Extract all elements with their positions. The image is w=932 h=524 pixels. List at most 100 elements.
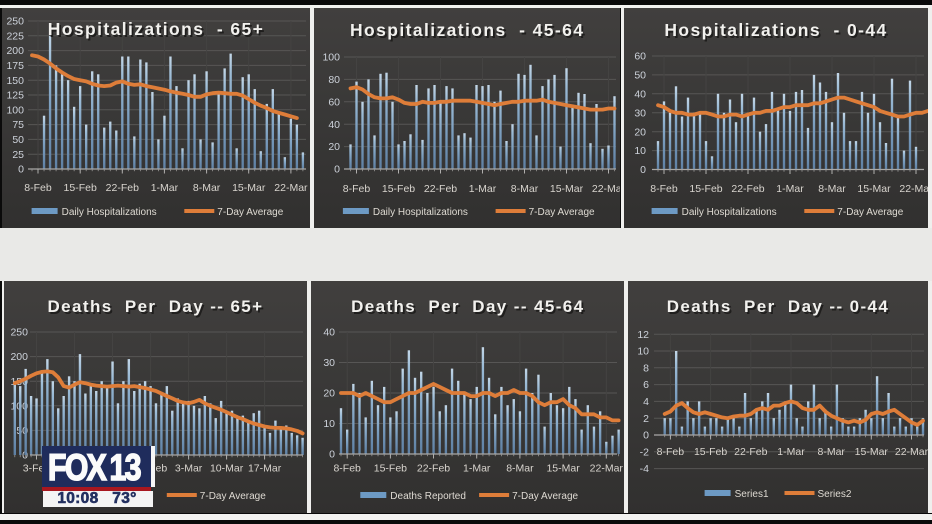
svg-text:40: 40 (328, 119, 340, 131)
svg-text:10-Mar: 10-Mar (209, 463, 243, 475)
svg-text:100: 100 (6, 104, 24, 116)
svg-text:50: 50 (634, 70, 646, 82)
svg-text:8-Mar: 8-Mar (817, 446, 845, 458)
svg-text:125: 125 (6, 90, 24, 102)
svg-text:8-Feb: 8-Feb (333, 463, 361, 475)
svg-text:80: 80 (328, 74, 340, 86)
svg-text:22-Feb: 22-Feb (734, 446, 767, 458)
svg-text:-2: -2 (639, 446, 648, 458)
svg-text:0: 0 (329, 449, 335, 461)
svg-text:3-Mar: 3-Mar (174, 463, 202, 475)
svg-text:-4: -4 (639, 463, 648, 475)
svg-text:60: 60 (634, 51, 646, 63)
svg-text:Series1: Series1 (734, 489, 768, 500)
svg-text:Deaths Per Day -- 45-64: Deaths Per Day -- 45-64 (351, 297, 584, 316)
svg-text:15-Mar: 15-Mar (549, 183, 583, 195)
svg-text:Deaths Per Day -- 0-44: Deaths Per Day -- 0-44 (666, 297, 889, 316)
svg-text:15-Mar: 15-Mar (232, 182, 266, 194)
svg-text:150: 150 (6, 75, 24, 87)
svg-text:30: 30 (323, 357, 335, 369)
svg-text:0: 0 (18, 164, 24, 176)
svg-text:7-Day Average: 7-Day Average (512, 491, 578, 502)
svg-text:100: 100 (322, 52, 340, 64)
svg-text:225: 225 (6, 30, 24, 42)
svg-text:17-Mar: 17-Mar (247, 463, 281, 475)
svg-text:8-Feb: 8-Feb (656, 446, 684, 458)
svg-text:10: 10 (323, 418, 335, 430)
svg-text:7-Day Average: 7-Day Average (217, 207, 283, 218)
svg-text:15-Mar: 15-Mar (857, 183, 891, 195)
svg-text:8: 8 (643, 362, 649, 374)
svg-text:8-Mar: 8-Mar (510, 183, 538, 195)
svg-text:Daily Hospitalizations: Daily Hospitalizations (62, 207, 157, 218)
svg-text:8-Feb: 8-Feb (24, 182, 52, 194)
svg-text:2: 2 (643, 413, 649, 425)
svg-text:10: 10 (637, 346, 649, 358)
svg-text:15-Mar: 15-Mar (854, 446, 888, 458)
svg-text:8-Mar: 8-Mar (193, 182, 221, 194)
svg-text:20: 20 (323, 388, 335, 400)
svg-text:22-Mar: 22-Mar (589, 463, 623, 475)
svg-text:7-Day Average: 7-Day Average (837, 207, 903, 218)
svg-text:200: 200 (6, 45, 24, 57)
svg-text:25: 25 (12, 149, 24, 161)
svg-text:Daily Hospitalizations: Daily Hospitalizations (372, 207, 467, 218)
svg-text:75: 75 (12, 119, 24, 131)
svg-text:8-Feb: 8-Feb (650, 183, 678, 195)
svg-text:1-Mar: 1-Mar (151, 182, 179, 194)
svg-text:50: 50 (16, 425, 28, 437)
svg-text:0: 0 (643, 430, 649, 442)
svg-text:1-Mar: 1-Mar (776, 183, 804, 195)
svg-text:Deaths Per Day -- 65+: Deaths Per Day -- 65+ (47, 297, 263, 316)
svg-text:Hospitalizations - 45-64: Hospitalizations - 45-64 (351, 22, 585, 42)
svg-text:1-Mar: 1-Mar (462, 463, 490, 475)
svg-text:Deaths Per Day -- 45-64: Deaths Per Day -- 45-64 (352, 299, 585, 318)
svg-text:175: 175 (6, 60, 24, 72)
svg-text:Hospitalizations - 0-44: Hospitalizations - 0-44 (666, 22, 889, 42)
svg-text:50: 50 (12, 134, 24, 146)
svg-text:1-Mar: 1-Mar (777, 446, 805, 458)
svg-text:7-Day Average: 7-Day Average (199, 491, 265, 502)
svg-text:6: 6 (643, 379, 649, 391)
svg-text:250: 250 (10, 327, 28, 339)
svg-text:22-Mar: 22-Mar (899, 183, 928, 195)
svg-text:8-Feb: 8-Feb (342, 183, 370, 195)
svg-text:0: 0 (640, 164, 646, 176)
svg-text:22-Mar: 22-Mar (894, 446, 927, 458)
svg-text:30: 30 (634, 107, 646, 119)
svg-text:40: 40 (634, 88, 646, 100)
svg-text:15-Feb: 15-Feb (689, 183, 722, 195)
svg-text:22-Feb: 22-Feb (423, 183, 456, 195)
svg-text:22-Feb: 22-Feb (731, 183, 764, 195)
svg-text:Series2: Series2 (817, 489, 851, 500)
svg-text:22-Mar: 22-Mar (274, 182, 308, 194)
svg-text:4: 4 (643, 396, 649, 408)
svg-text:20: 20 (328, 141, 340, 153)
svg-text:8-Mar: 8-Mar (506, 463, 534, 475)
svg-text:15-Feb: 15-Feb (373, 463, 406, 475)
svg-text:22-Feb: 22-Feb (416, 463, 449, 475)
svg-text:8-Mar: 8-Mar (818, 183, 846, 195)
svg-text:Hospitalizations - 0-44: Hospitalizations - 0-44 (664, 20, 887, 40)
svg-text:15-Feb: 15-Feb (381, 183, 414, 195)
svg-text:Hospitalizations - 45-64: Hospitalizations - 45-64 (350, 20, 584, 40)
svg-text:Deaths Per Day -- 0-44: Deaths Per Day -- 0-44 (668, 299, 891, 318)
svg-text:12: 12 (637, 329, 649, 341)
svg-text:15-Feb: 15-Feb (64, 182, 97, 194)
svg-text:22-Feb: 22-Feb (106, 182, 139, 194)
svg-text:15-Feb: 15-Feb (693, 446, 726, 458)
svg-text:Deaths Reported: Deaths Reported (390, 491, 466, 502)
svg-text:22-Mar: 22-Mar (591, 183, 620, 195)
svg-text:0: 0 (334, 164, 340, 176)
svg-text:Deaths Per Day -- 65+: Deaths Per Day -- 65+ (49, 299, 265, 318)
svg-text:7-Day Average: 7-Day Average (528, 207, 594, 218)
svg-text:60: 60 (328, 96, 340, 108)
svg-text:1-Mar: 1-Mar (468, 183, 496, 195)
svg-text:40: 40 (323, 327, 335, 339)
svg-text:15-Mar: 15-Mar (546, 463, 580, 475)
svg-text:250: 250 (6, 16, 24, 28)
svg-text:Daily Hospitalizations: Daily Hospitalizations (682, 207, 777, 218)
svg-text:200: 200 (10, 351, 28, 363)
svg-text:Hospitalizations - 65+: Hospitalizations - 65+ (50, 21, 266, 41)
svg-text:Hospitalizations - 65+: Hospitalizations - 65+ (48, 19, 264, 39)
